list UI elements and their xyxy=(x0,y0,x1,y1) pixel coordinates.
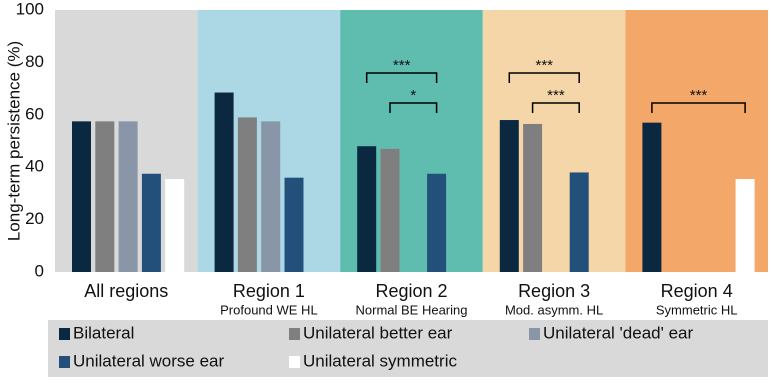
legend-swatch xyxy=(289,356,300,368)
significance-bracket xyxy=(365,72,438,83)
legend-swatch xyxy=(529,328,540,340)
y-tick-label: 40 xyxy=(25,157,44,176)
bar xyxy=(642,122,662,272)
legend-swatch xyxy=(289,328,300,340)
y-tick-label: 100 xyxy=(16,0,44,18)
x-tick-label: Region 2 xyxy=(375,281,447,301)
bar xyxy=(237,117,257,272)
y-tick-label: 60 xyxy=(25,104,44,123)
bar xyxy=(357,146,377,272)
significance-label: *** xyxy=(690,87,708,104)
significance-label: *** xyxy=(393,57,411,74)
bar xyxy=(214,92,234,272)
bar xyxy=(735,178,755,272)
legend-label: Bilateral xyxy=(73,323,134,342)
x-tick-sublabel: Profound WE HL xyxy=(220,302,318,317)
x-tick-label: Region 3 xyxy=(518,281,590,301)
bar xyxy=(499,120,519,272)
bar xyxy=(380,148,400,272)
bar xyxy=(118,121,138,272)
bar xyxy=(95,121,115,272)
significance-bracket xyxy=(531,102,580,113)
legend-label: Unilateral 'dead' ear xyxy=(543,323,693,342)
y-tick-label: 20 xyxy=(25,209,44,228)
x-tick-label: Region 1 xyxy=(233,281,305,301)
legend-box xyxy=(48,320,768,377)
x-tick-sublabel: Symmetric HL xyxy=(656,302,738,317)
x-tick-sublabel: Mod. asymm. HL xyxy=(505,302,603,317)
x-tick-sublabel: Normal BE Hearing xyxy=(356,302,468,317)
bar xyxy=(72,121,91,272)
legend-label: Unilateral better ear xyxy=(303,323,453,342)
y-tick-label: 0 xyxy=(35,261,44,280)
bar xyxy=(261,121,281,272)
y-axis-label: Long-term persistence (%) xyxy=(4,41,23,241)
bar xyxy=(141,173,161,272)
legend-swatch xyxy=(59,328,70,340)
bar xyxy=(569,172,589,272)
significance-label: *** xyxy=(535,57,553,74)
legend-swatch xyxy=(59,356,70,368)
significance-bracket xyxy=(508,72,580,83)
bar xyxy=(427,173,447,272)
significance-bracket xyxy=(651,102,746,113)
significance-label: * xyxy=(410,87,416,104)
bar xyxy=(284,177,304,272)
x-tick-label: Region 4 xyxy=(661,281,733,301)
significance-bracket xyxy=(389,102,438,113)
bar xyxy=(523,123,543,272)
x-tick-label: All regions xyxy=(84,281,168,301)
legend-label: Unilateral worse ear xyxy=(73,351,225,370)
legend-label: Unilateral symmetric xyxy=(303,351,457,370)
significance-label: *** xyxy=(547,87,565,104)
y-tick-label: 80 xyxy=(25,52,44,71)
bar xyxy=(165,178,185,272)
